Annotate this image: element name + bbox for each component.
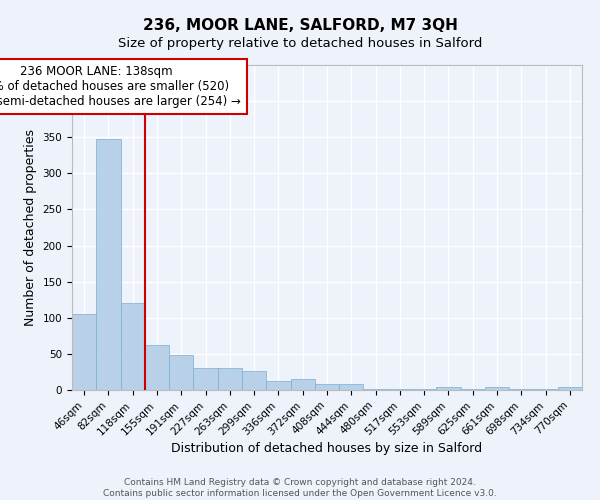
Bar [169,354,193,390]
Text: Contains HM Land Registry data © Crown copyright and database right 2024.
Contai: Contains HM Land Registry data © Crown c… [103,478,497,498]
Bar [436,387,461,390]
Bar [290,379,315,390]
Bar [364,388,388,390]
Bar [96,138,121,390]
Text: 236 MOOR LANE: 138sqm
← 67% of detached houses are smaller (520)
33% of semi-det: 236 MOOR LANE: 138sqm ← 67% of detached … [0,65,241,108]
Text: 236, MOOR LANE, SALFORD, M7 3QH: 236, MOOR LANE, SALFORD, M7 3QH [143,18,457,32]
Bar [121,304,145,390]
Text: Size of property relative to detached houses in Salford: Size of property relative to detached ho… [118,38,482,51]
Y-axis label: Number of detached properties: Number of detached properties [24,129,37,326]
X-axis label: Distribution of detached houses by size in Salford: Distribution of detached houses by size … [172,442,482,455]
Bar [485,387,509,390]
Bar [72,314,96,390]
Bar [315,384,339,390]
Bar [145,345,169,390]
Bar [266,380,290,390]
Bar [193,368,218,390]
Bar [388,388,412,390]
Bar [558,387,582,390]
Bar [242,371,266,390]
Bar [339,384,364,390]
Bar [218,368,242,390]
